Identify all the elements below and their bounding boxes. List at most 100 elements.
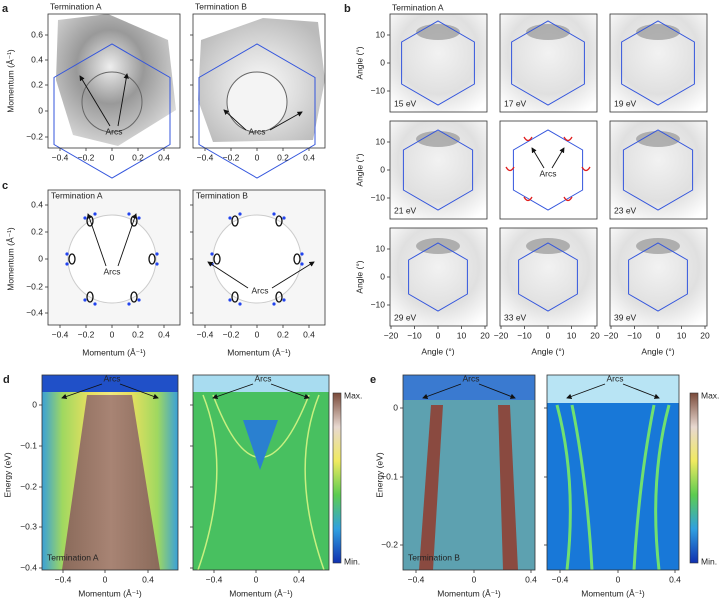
x-tick-label: 0 (656, 330, 661, 340)
weyl-point (65, 262, 69, 266)
y-tick-label: −10 (371, 299, 386, 309)
x-axis-title: Momentum (Å⁻¹) (227, 347, 291, 357)
arpes-feature (62, 395, 160, 570)
energy-label: 33 eV (504, 312, 527, 322)
weyl-point (83, 216, 87, 220)
arc-schematic (523, 136, 533, 142)
x-tick-label: 0.4 (525, 574, 537, 584)
weyl-point (210, 252, 214, 256)
y-tick-label: −0.4 (20, 562, 37, 572)
arrow (478, 383, 516, 399)
x-tick-label: −20 (604, 330, 619, 340)
arrow (622, 383, 660, 399)
arrow (86, 213, 107, 267)
arrow (269, 111, 303, 131)
fermi-band (42, 375, 178, 392)
y-axis-title: Angle (°) (354, 46, 364, 79)
x-tick-label: 0.2 (132, 329, 144, 339)
y-tick-label: 0.4 (31, 54, 43, 64)
arpes-feature (636, 131, 680, 147)
fermi-band (193, 375, 329, 392)
x-tick-label: −10 (627, 330, 642, 340)
weyl-point (282, 298, 286, 302)
brillouin-zone (53, 43, 171, 179)
x-tick-label: 0 (472, 574, 477, 584)
arc-feature (130, 291, 138, 303)
y-tick-label: −10 (371, 192, 386, 202)
arc-schematic (523, 196, 533, 202)
arc-feature (148, 253, 156, 265)
y-tick-label: 0.2 (31, 79, 43, 89)
weyl-point (93, 302, 97, 306)
weyl-point (137, 298, 141, 302)
y-tick-label: 10 (376, 243, 386, 253)
arrow (117, 73, 129, 127)
annotation: Arcs (249, 126, 266, 136)
arpes-feature (526, 238, 570, 254)
x-tick-label: 10 (457, 330, 467, 340)
plot-frame (499, 13, 598, 113)
plot-frame (47, 13, 181, 149)
arpes-feature (416, 238, 460, 254)
x-tick-label: −10 (407, 330, 422, 340)
arc-feature (293, 253, 301, 265)
plot-frame (499, 227, 598, 327)
weyl-point (65, 252, 69, 256)
arc-schematic (581, 166, 591, 172)
inset-label: Termination B (408, 552, 460, 562)
arrow (207, 261, 249, 289)
x-tick-label: −0.2 (223, 329, 240, 339)
x-tick-label: 0.2 (277, 329, 289, 339)
plot-frame (47, 189, 181, 326)
x-tick-label: −0.4 (408, 574, 425, 584)
weyl-point (93, 212, 97, 216)
x-tick-label: 20 (590, 330, 600, 340)
y-axis-title: Energy (eV) (2, 452, 12, 498)
arc-feature (275, 291, 283, 303)
brillouin-zone (198, 43, 316, 179)
brillouin-zone (402, 129, 474, 211)
y-axis-title: Angle (°) (354, 260, 364, 293)
arpes-feature (636, 238, 680, 254)
arrow (223, 109, 247, 131)
energy-label: 39 eV (614, 312, 637, 322)
x-tick-label: 0 (436, 330, 441, 340)
x-tick-label: −20 (384, 330, 399, 340)
x-tick-label: 10 (677, 330, 687, 340)
arpes-feature (498, 405, 518, 570)
arpes-feature (526, 24, 570, 40)
x-tick-label: −10 (517, 330, 532, 340)
panel-title: Termination A (392, 2, 444, 12)
annotation: Arcs (540, 168, 557, 178)
arpes-map (547, 375, 679, 570)
y-tick-label: 0 (38, 253, 43, 263)
x-tick-label: −20 (494, 330, 509, 340)
arc-feature (231, 215, 239, 227)
arrow (422, 383, 462, 399)
x-axis-title: Angle (°) (641, 346, 674, 356)
plot-frame (192, 374, 330, 571)
x-tick-label: 0.4 (303, 329, 315, 339)
arrow (551, 147, 565, 169)
x-tick-label: −0.2 (223, 152, 240, 162)
x-axis-title: Momentum (Å⁻¹) (437, 588, 501, 598)
arrow (212, 383, 254, 400)
arrow (119, 383, 159, 399)
plot-frame (609, 227, 708, 327)
x-tick-label: 0.2 (277, 152, 289, 162)
weyl-point (155, 252, 159, 256)
arpes-feature (419, 405, 443, 570)
y-tick-label: −0.2 (20, 481, 37, 491)
x-axis-title: Angle (°) (531, 346, 564, 356)
arc-feature (231, 291, 239, 303)
arc-schematic (563, 196, 573, 202)
annotation: Arcs (106, 126, 123, 136)
band-gap (243, 420, 278, 470)
annotation: Arcs (463, 373, 480, 383)
arc-feature (213, 253, 221, 265)
x-tick-label: 0.4 (158, 152, 170, 162)
weyl-point (272, 302, 276, 306)
y-tick-label: 0.2 (31, 226, 43, 236)
x-tick-label: 0.2 (132, 152, 144, 162)
x-tick-label: 0 (110, 152, 115, 162)
